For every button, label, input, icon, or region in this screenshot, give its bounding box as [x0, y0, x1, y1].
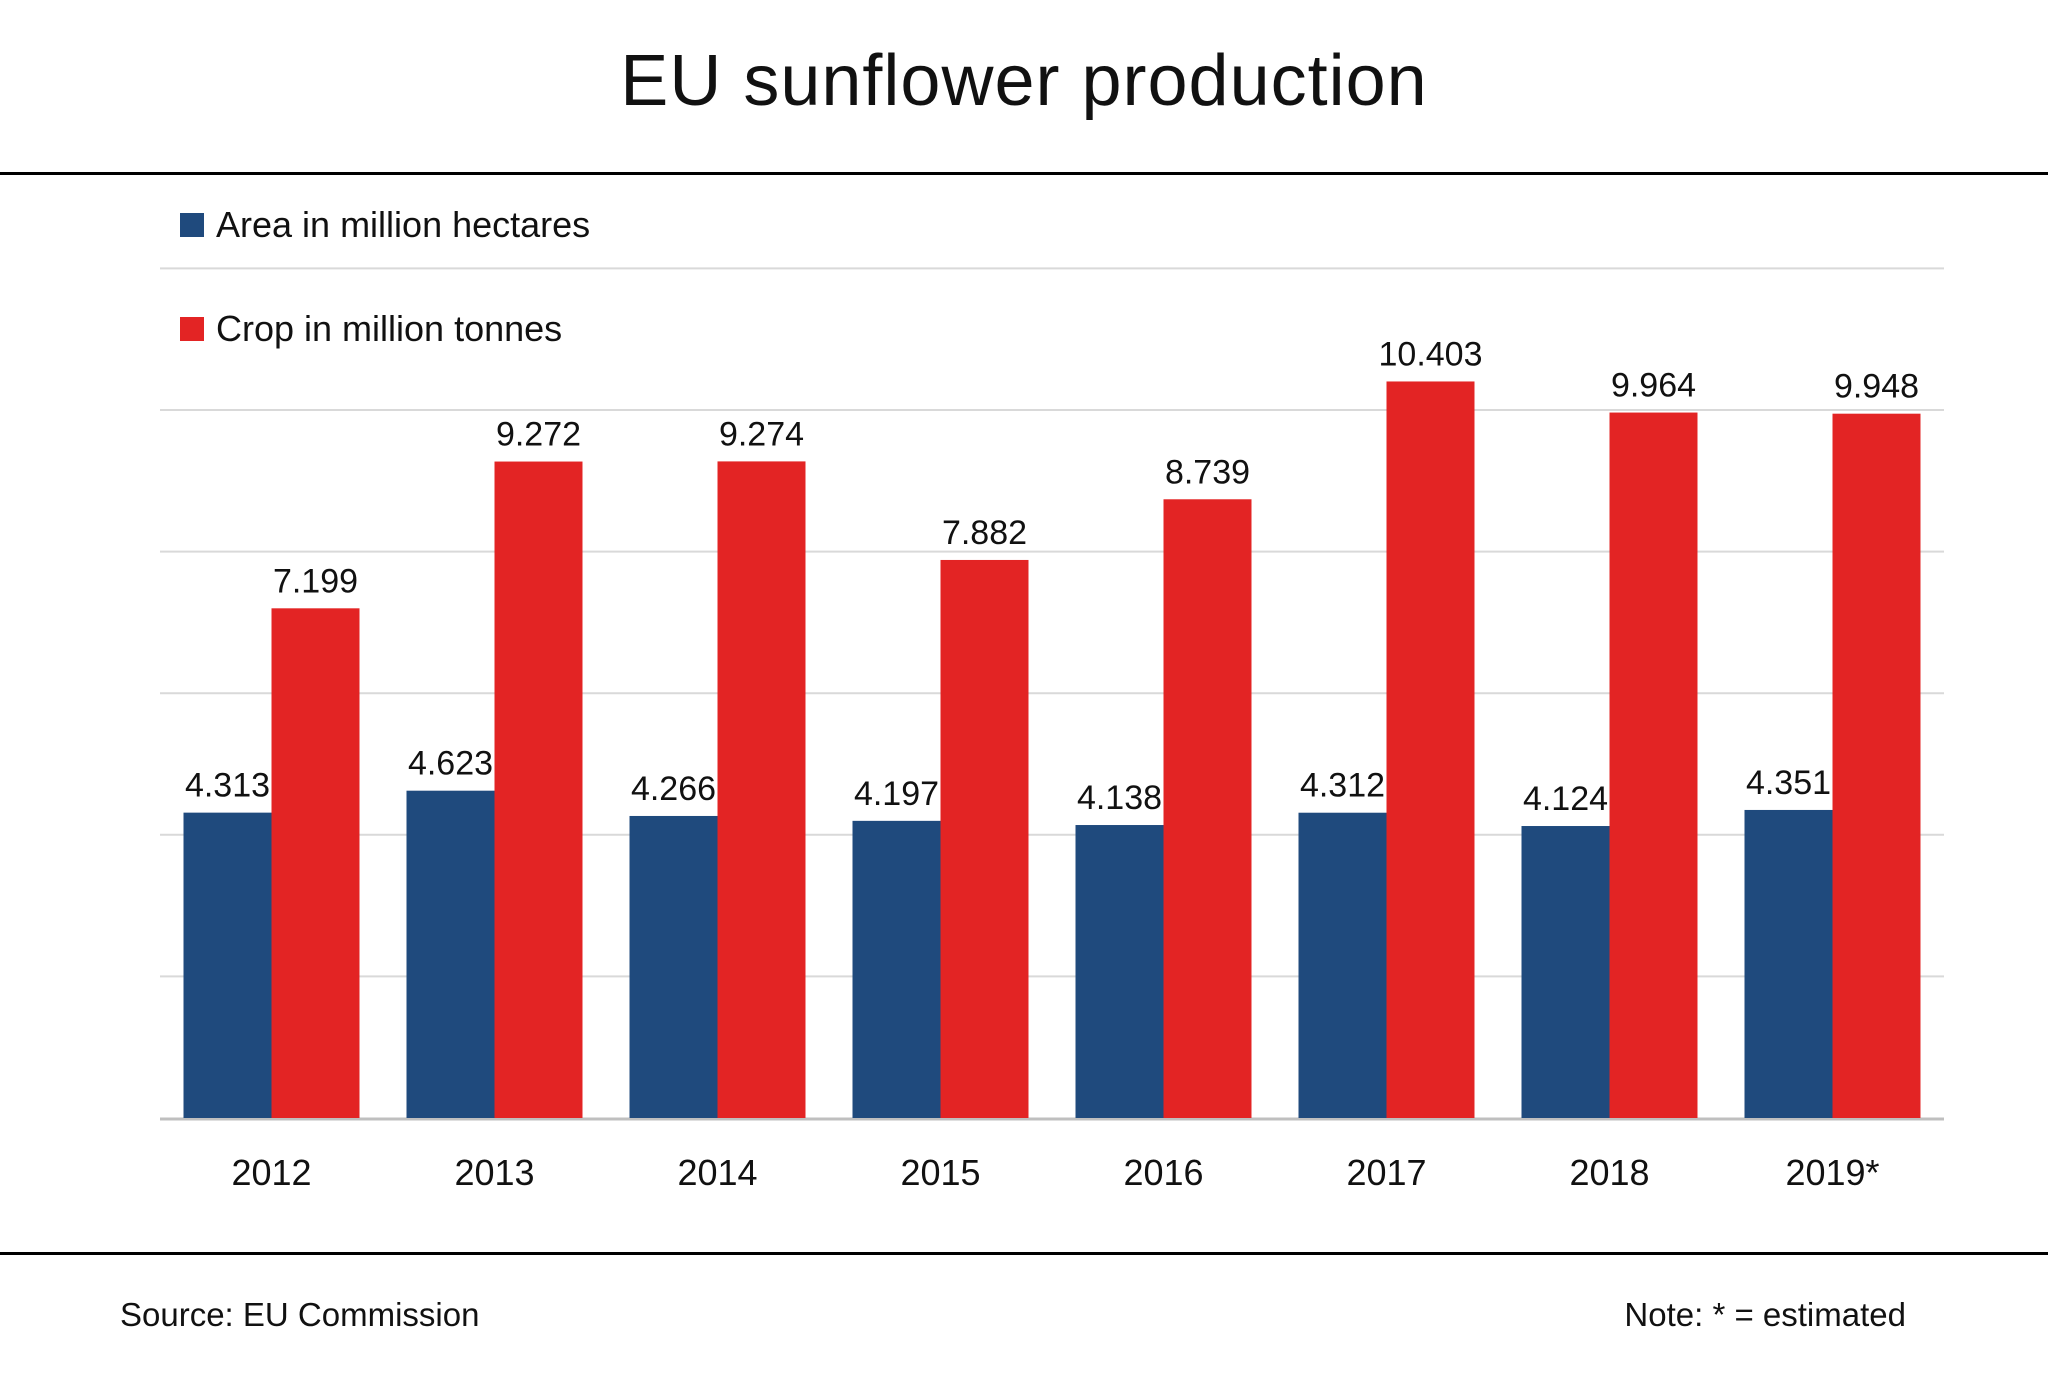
bar-chart: 4.313 7.199 4.623 9.272 4.266 9.274 4.197 7.882…	[160, 267, 1944, 1193]
x-tick-label: 2012	[231, 1152, 311, 1193]
source-note: Source: EU Commission	[120, 1296, 480, 1333]
data-label-area-2014: 4.266	[631, 770, 716, 808]
data-label-crop-2019*: 9.948	[1834, 368, 1919, 406]
bar-crop-2013	[494, 461, 583, 1119]
bar-area-2018	[1521, 826, 1610, 1118]
legend-label-crop: Crop in million tonnes	[216, 308, 563, 349]
top-divider	[0, 172, 2048, 175]
bar-area-2017	[1298, 812, 1387, 1118]
bar-crop-2018	[1609, 412, 1698, 1118]
x-tick-label: 2019*	[1785, 1152, 1879, 1193]
data-label-crop-2012: 7.199	[273, 562, 358, 600]
data-label-area-2015: 4.197	[854, 775, 939, 813]
data-label-crop-2015: 7.882	[942, 514, 1027, 552]
x-tick-label: 2016	[1123, 1152, 1203, 1193]
x-tick-label: 2013	[454, 1152, 534, 1193]
legend-swatch-crop	[180, 317, 204, 341]
x-tick-label: 2014	[677, 1152, 757, 1193]
data-label-area-2013: 4.623	[408, 745, 493, 783]
data-labels: 4.313 7.199 4.623 9.272 4.266 9.274 4.197 7.882…	[185, 335, 1919, 818]
legend-item-area: Area in million hectares	[180, 204, 590, 246]
data-label-crop-2014: 9.274	[719, 415, 804, 453]
data-label-area-2016: 4.138	[1077, 779, 1162, 817]
bar-crop-2015	[940, 559, 1029, 1118]
bar-area-2015	[852, 820, 941, 1118]
data-label-crop-2017: 10.403	[1379, 335, 1483, 373]
x-axis-ticks: 2012 2013 2014 2015 2016 2017 2018 2019*	[231, 1152, 1879, 1193]
legend-swatch-area	[180, 213, 204, 237]
legend-item-crop: Crop in million tonnes	[180, 308, 562, 350]
bars	[183, 381, 1921, 1119]
bar-crop-2017	[1386, 381, 1475, 1118]
data-label-crop-2016: 8.739	[1165, 453, 1250, 491]
legend-label-area: Area in million hectares	[216, 204, 591, 245]
data-label-area-2012: 4.313	[185, 767, 270, 805]
bar-crop-2019*	[1832, 413, 1921, 1118]
data-label-crop-2018: 9.964	[1611, 367, 1696, 405]
bar-area-2012	[183, 812, 272, 1118]
bar-area-2016	[1075, 825, 1164, 1118]
bar-area-2013	[406, 790, 495, 1118]
x-tick-label: 2017	[1346, 1152, 1426, 1193]
bar-area-2019*	[1744, 809, 1833, 1118]
data-label-area-2018: 4.124	[1523, 780, 1608, 818]
bar-crop-2016	[1163, 499, 1252, 1118]
data-label-area-2017: 4.312	[1300, 767, 1385, 805]
data-label-area-2019*: 4.351	[1746, 764, 1831, 802]
estimate-note: Note: * = estimated	[1624, 1296, 1906, 1333]
bar-crop-2012	[271, 608, 360, 1118]
chart-title: EU sunflower production	[620, 41, 1428, 121]
data-label-crop-2013: 9.272	[496, 416, 581, 454]
bar-crop-2014	[717, 461, 806, 1119]
x-tick-label: 2015	[900, 1152, 980, 1193]
bottom-divider	[0, 1252, 2048, 1255]
x-tick-label: 2018	[1569, 1152, 1649, 1193]
bar-area-2014	[629, 815, 718, 1118]
